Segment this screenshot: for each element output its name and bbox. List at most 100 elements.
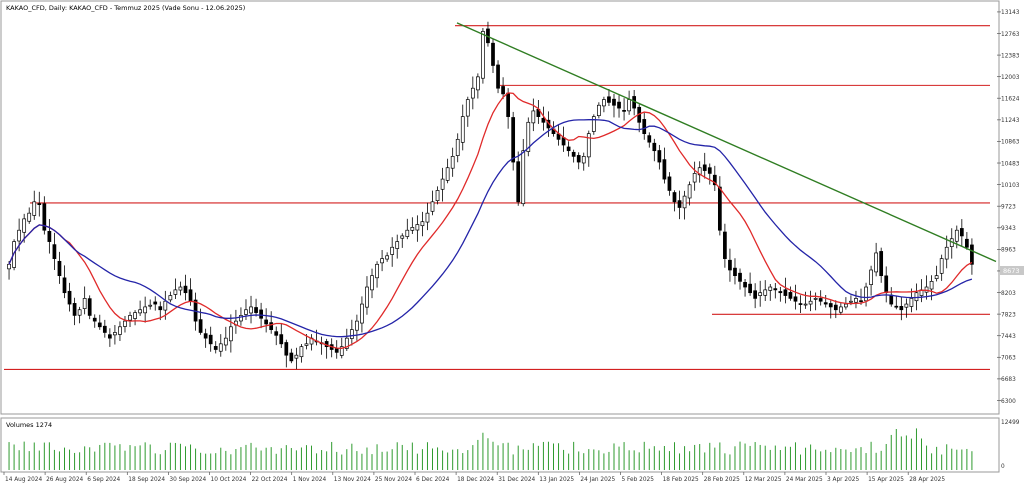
time-tick-label: 25 Nov 2024 bbox=[375, 477, 412, 483]
price-tick-label: 10863 bbox=[1001, 140, 1020, 146]
candle-body bbox=[420, 221, 425, 227]
volume-axis: 12499 0 bbox=[1001, 420, 1020, 470]
candle-body bbox=[465, 99, 470, 117]
current-price-marker bbox=[1000, 266, 1024, 275]
price-tick-label: 8203 bbox=[1001, 291, 1016, 297]
candle-body bbox=[894, 305, 899, 308]
candle-body bbox=[158, 306, 163, 311]
candle-body bbox=[899, 306, 904, 311]
candle-body bbox=[244, 309, 248, 315]
candle-body bbox=[334, 348, 339, 353]
candle-body bbox=[531, 110, 536, 124]
candle-body bbox=[208, 334, 213, 345]
candle-body bbox=[405, 229, 410, 237]
candle-body bbox=[566, 146, 571, 152]
candle-body bbox=[571, 151, 576, 157]
candle-body bbox=[299, 346, 304, 358]
candle-body bbox=[481, 31, 485, 79]
time-tick-label: 18 Dec 2024 bbox=[457, 477, 494, 483]
candle-body bbox=[77, 309, 82, 316]
candle-body bbox=[385, 255, 389, 260]
candle-body bbox=[390, 246, 395, 255]
candle-body bbox=[723, 231, 727, 259]
candle-body bbox=[460, 116, 465, 143]
candle-body bbox=[687, 184, 692, 199]
candle-body bbox=[27, 212, 32, 222]
candle-body bbox=[138, 309, 142, 314]
candle-body bbox=[541, 117, 546, 123]
candle-body bbox=[62, 277, 67, 294]
candle-body bbox=[52, 244, 57, 259]
candle-body bbox=[128, 315, 132, 321]
candle-body bbox=[728, 259, 732, 271]
time-tick-label: 13 Nov 2024 bbox=[334, 477, 371, 483]
candle-body bbox=[87, 298, 92, 316]
candle-body bbox=[491, 42, 495, 66]
candle-body bbox=[813, 298, 818, 300]
candle-body bbox=[264, 319, 269, 325]
time-tick-label: 18 Feb 2025 bbox=[663, 477, 699, 483]
time-tick-label: 24 Mar 2025 bbox=[786, 477, 823, 483]
candle-body bbox=[965, 238, 969, 248]
price-panel-border bbox=[0, 0, 1000, 415]
candle-body bbox=[163, 300, 168, 311]
candle-body bbox=[717, 186, 722, 231]
candle-body bbox=[884, 275, 889, 294]
candle-body bbox=[753, 290, 758, 299]
candle-body bbox=[455, 138, 460, 156]
candle-body bbox=[970, 244, 974, 265]
candle-body bbox=[803, 303, 808, 306]
candle-body bbox=[869, 269, 873, 285]
candle-body bbox=[178, 286, 183, 291]
candle-body bbox=[435, 190, 440, 202]
candle-body bbox=[380, 258, 384, 264]
price-tick-label: 7063 bbox=[1001, 356, 1016, 362]
candle-body bbox=[692, 173, 697, 183]
candle-body bbox=[889, 294, 894, 305]
price-tick-label: 12763 bbox=[1001, 32, 1020, 38]
candle-body bbox=[591, 116, 596, 132]
time-tick-label: 30 Sep 2024 bbox=[169, 477, 206, 483]
candle-body bbox=[218, 343, 223, 352]
candle-body bbox=[581, 156, 586, 164]
volume-tick-label: 12499 bbox=[1001, 420, 1020, 426]
candle-body bbox=[647, 135, 652, 143]
trend-line bbox=[456, 22, 997, 263]
candle-body bbox=[395, 241, 400, 249]
candle-body bbox=[879, 251, 884, 277]
candle-body bbox=[909, 298, 914, 307]
candle-body bbox=[672, 192, 677, 203]
candle-body bbox=[511, 117, 516, 163]
candle-body bbox=[450, 156, 455, 169]
candle-body bbox=[400, 235, 405, 239]
time-tick-label: 24 Jan 2025 bbox=[580, 477, 615, 483]
candle-body bbox=[102, 325, 107, 333]
price-tick-label: 12003 bbox=[1001, 75, 1020, 81]
candle-body bbox=[914, 292, 919, 302]
candle-body bbox=[758, 292, 763, 296]
candle-body bbox=[496, 64, 500, 89]
candle-body bbox=[521, 150, 526, 205]
candle-body bbox=[259, 309, 263, 319]
candle-body bbox=[198, 319, 203, 333]
price-tick-label: 11624 bbox=[1001, 97, 1020, 103]
price-tick-label: 6683 bbox=[1001, 377, 1016, 383]
price-tick-label: 8963 bbox=[1001, 248, 1016, 254]
candle-body bbox=[82, 298, 87, 309]
candle-body bbox=[763, 289, 768, 296]
candle-body bbox=[622, 110, 626, 112]
candle-body bbox=[470, 87, 475, 99]
candle-body bbox=[586, 133, 591, 158]
moving-average-fast bbox=[8, 92, 973, 349]
candle-body bbox=[939, 258, 944, 274]
candle-body bbox=[677, 200, 682, 208]
candle-body bbox=[526, 121, 531, 152]
candle-body bbox=[874, 252, 878, 273]
candle-body bbox=[239, 315, 243, 322]
price-tick-label: 7823 bbox=[1001, 312, 1016, 318]
time-tick-label: 6 Sep 2024 bbox=[87, 477, 120, 483]
candle-body bbox=[506, 92, 510, 117]
candle-body bbox=[249, 306, 253, 314]
candle-body bbox=[838, 306, 843, 313]
